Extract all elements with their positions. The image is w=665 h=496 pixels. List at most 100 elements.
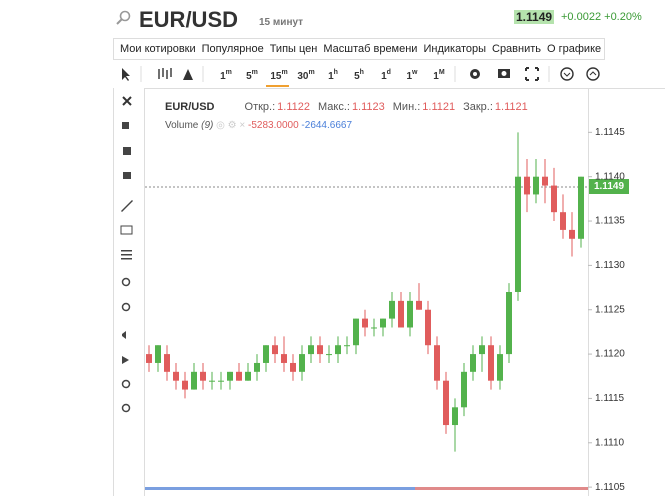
menu-item[interactable]: Индикаторы <box>423 43 486 55</box>
last-price: 1.1149 <box>514 10 555 24</box>
legend-field-value: 1.1123 <box>351 101 385 113</box>
price-tag-label: 1.1149 <box>594 181 624 192</box>
candle-body <box>227 371 233 381</box>
candle-body <box>425 309 431 346</box>
candle-body <box>461 371 467 408</box>
candle-body <box>470 354 476 372</box>
candle-body <box>146 354 152 363</box>
y-tick-label: 1.1110 <box>595 437 625 448</box>
candle-body <box>308 345 314 355</box>
candle-body <box>173 371 179 381</box>
candle-body <box>452 407 458 426</box>
candle-body <box>407 300 413 328</box>
candle-body <box>497 354 503 381</box>
legend-name: EUR/USD <box>165 101 215 113</box>
volume-v2: -2644.6667 <box>301 120 353 131</box>
y-tick-label: 1.1140 <box>595 171 625 182</box>
legend-field-label: Откр.: <box>244 101 276 113</box>
candle-body <box>443 380 449 426</box>
candle-body <box>371 327 377 329</box>
menu-bar: Мои котировки Популярное Типы цен Масштаб в… <box>113 38 605 60</box>
timeframe[interactable]: 1w <box>406 69 418 82</box>
legend: EUR/USD Откр.: 1.1122 Макс.: 1.1123 Мин.: 1.11… <box>165 101 528 113</box>
timeframe[interactable]: 1h <box>328 69 338 82</box>
candle-body <box>524 176 530 195</box>
timeframe[interactable]: 5h <box>354 69 364 82</box>
y-tick-label: 1.1105 <box>595 482 625 493</box>
timeframe[interactable]: 15m <box>270 69 287 82</box>
candle-body <box>209 380 215 382</box>
timeframe-unit[interactable]: d <box>387 69 391 76</box>
timeframe[interactable]: 1M <box>433 69 445 82</box>
timeframe[interactable]: 5m <box>246 69 258 82</box>
timeframe-num[interactable]: 15 <box>270 71 282 82</box>
menu-item[interactable]: Сравнить <box>492 43 542 55</box>
legend-field-label: Закр.: <box>463 101 493 113</box>
candle-body <box>326 354 332 356</box>
timeframe-num[interactable]: 1 <box>220 71 226 82</box>
candle-body <box>353 318 359 346</box>
candle-body <box>398 300 404 328</box>
timeframe-unit[interactable]: h <box>360 69 364 76</box>
timeframe-num[interactable]: 1 <box>381 71 387 82</box>
candle-body <box>191 371 197 390</box>
y-tick-label: 1.1115 <box>595 393 625 404</box>
candle-body <box>542 176 548 186</box>
candle-body <box>515 176 521 292</box>
menu-item[interactable]: Масштаб времени <box>323 43 418 55</box>
candle-body <box>416 300 422 310</box>
volume-v1: -5283.0000 <box>248 120 299 131</box>
timeframe[interactable]: 1m <box>220 69 232 82</box>
timeframe-unit[interactable]: M <box>439 69 445 76</box>
candle-body <box>362 318 368 328</box>
candle-body <box>380 318 386 328</box>
menu-item[interactable]: Популярное <box>201 43 264 55</box>
timeframe-unit[interactable]: m <box>252 69 258 76</box>
toolbar: 1m 5m 15m 30m 1h 5h 1d 1w 1M <box>122 66 600 87</box>
timeframe-num[interactable]: 5 <box>354 71 360 82</box>
volume-param: (9) <box>201 120 214 131</box>
candle-body <box>506 292 512 355</box>
timeframe-num[interactable]: 30 <box>297 71 309 82</box>
timeframe-num[interactable]: 1 <box>406 71 412 82</box>
timeframe[interactable]: 1d <box>381 69 391 82</box>
change-abs: +0.0022 <box>561 11 602 23</box>
candle-body <box>218 380 224 382</box>
candle-body <box>479 345 485 355</box>
timeframe-num[interactable]: 5 <box>246 71 252 82</box>
timeframe-unit[interactable]: w <box>411 69 418 76</box>
timeframe-unit[interactable]: m <box>226 69 232 76</box>
menu-item[interactable]: Мои котировки <box>120 43 196 55</box>
symbol: EUR/USD <box>139 7 239 32</box>
candle-body <box>533 176 539 195</box>
timeframe-unit[interactable]: m <box>308 69 314 76</box>
y-tick-label: 1.1125 <box>595 304 625 315</box>
candle-body <box>344 345 350 347</box>
timeframe-unit[interactable]: m <box>281 69 287 76</box>
candle-body <box>290 362 296 372</box>
candle-body <box>335 345 341 355</box>
interval: 15 минут <box>259 17 304 28</box>
candle-body <box>182 380 188 390</box>
candle-body <box>488 345 494 381</box>
volume-label: Volume <box>165 120 199 131</box>
y-tick-label: 1.1135 <box>595 216 625 227</box>
menu-item[interactable]: Типы цен <box>269 43 318 55</box>
candle-body <box>272 345 278 355</box>
legend-field-label: Мин.: <box>392 101 421 113</box>
candle-body <box>434 345 440 381</box>
timeframe-num[interactable]: 1 <box>328 71 334 82</box>
candle-body <box>317 345 323 355</box>
candle-body <box>236 371 242 381</box>
timeframe-unit[interactable]: h <box>334 69 338 76</box>
timeframe-num[interactable]: 1 <box>433 71 439 82</box>
timeframe[interactable]: 30m <box>297 69 314 82</box>
search-icon[interactable] <box>116 10 132 26</box>
candle-body <box>389 300 395 319</box>
menu-item[interactable]: О графике <box>547 43 602 55</box>
candle-body <box>263 345 269 363</box>
candle-body <box>254 362 260 372</box>
candle-body <box>200 371 206 381</box>
candle-body <box>281 354 287 363</box>
